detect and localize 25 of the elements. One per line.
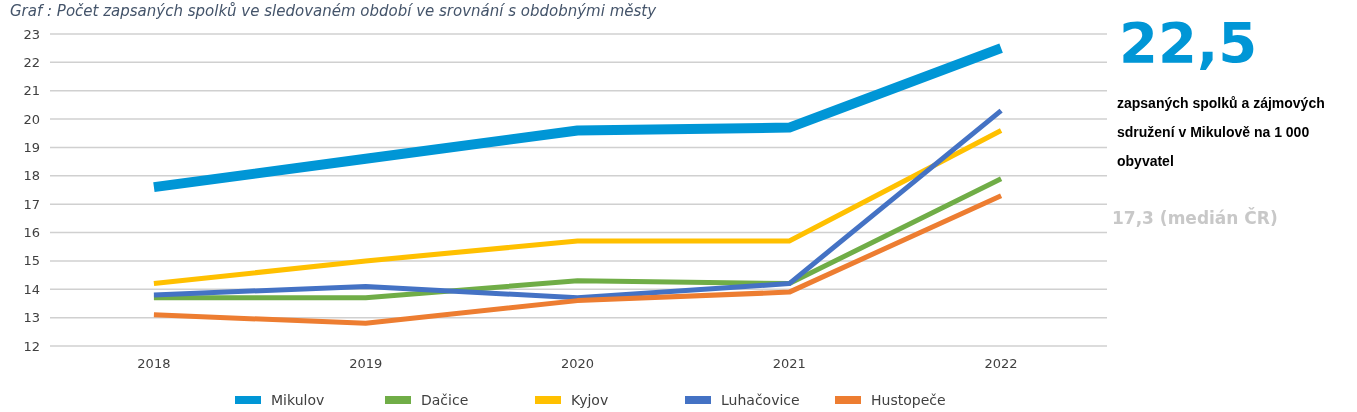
y-tick-label: 13 — [23, 310, 40, 326]
legend-label: Luhačovice — [721, 391, 800, 408]
y-tick-label: 12 — [23, 338, 40, 354]
x-tick-label: 2020 — [560, 356, 595, 371]
legend-label: Hustopeče — [871, 391, 946, 408]
x-tick-label: 2021 — [772, 356, 806, 371]
x-tick-label: 2022 — [984, 356, 1018, 371]
legend-label: Kyjov — [571, 391, 609, 408]
chart-title: Graf : Počet zapsaných spolků ve sledovaném období ve srovnání s obdobnými městy — [10, 2, 658, 20]
y-tick-label: 20 — [23, 111, 40, 127]
y-tick-label: 17 — [23, 196, 40, 212]
y-tick-label: 14 — [23, 281, 40, 297]
x-tick-label: 2018 — [137, 356, 171, 371]
y-tick-label: 15 — [23, 253, 40, 269]
text: 22,5 — [1119, 10, 1258, 75]
y-tick-label: 22 — [23, 54, 40, 70]
legend-label: Mikulov — [271, 391, 325, 408]
y-tick-label: 23 — [23, 26, 40, 42]
text: zapsaných spolků a zájmových sdružení v Mikulově na 1 000 obyvatel — [1117, 95, 1325, 169]
y-tick-label: 16 — [23, 225, 40, 241]
y-tick-label: 21 — [23, 83, 40, 99]
y-tick-label: 19 — [23, 140, 40, 155]
legend-label: Dačice — [421, 391, 469, 408]
x-tick-label: 2019 — [349, 356, 383, 371]
y-tick-label: 18 — [23, 168, 40, 184]
